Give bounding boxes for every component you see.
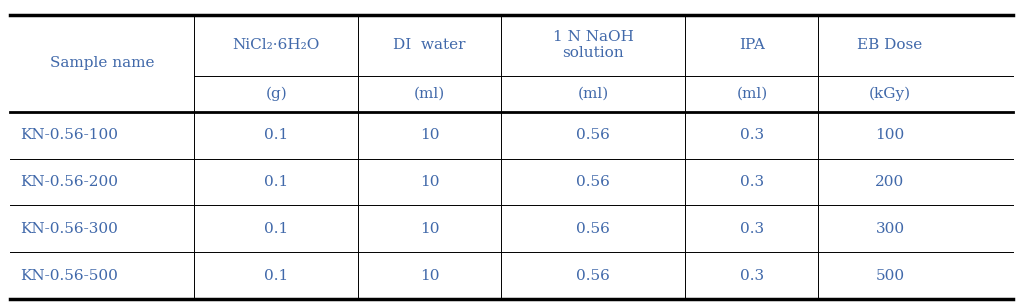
Text: 0.56: 0.56	[576, 222, 611, 236]
Text: 500: 500	[876, 268, 904, 283]
Text: 0.3: 0.3	[740, 268, 764, 283]
Text: 0.3: 0.3	[740, 128, 764, 142]
Text: 0.1: 0.1	[264, 222, 288, 236]
Text: IPA: IPA	[739, 38, 765, 52]
Text: 200: 200	[876, 175, 904, 189]
Text: (g): (g)	[265, 86, 287, 101]
Text: KN-0.56-500: KN-0.56-500	[20, 268, 119, 283]
Text: EB Dose: EB Dose	[857, 38, 923, 52]
Text: 0.1: 0.1	[264, 175, 288, 189]
Text: (ml): (ml)	[414, 87, 445, 101]
Text: (ml): (ml)	[578, 87, 609, 101]
Text: 0.1: 0.1	[264, 268, 288, 283]
Text: 10: 10	[419, 128, 440, 142]
Text: 300: 300	[876, 222, 904, 236]
Text: 0.56: 0.56	[576, 268, 611, 283]
Text: 0.3: 0.3	[740, 175, 764, 189]
Text: 10: 10	[419, 175, 440, 189]
Text: 0.56: 0.56	[576, 128, 611, 142]
Text: NiCl₂·6H₂O: NiCl₂·6H₂O	[232, 38, 320, 52]
Text: 1 N NaOH
solution: 1 N NaOH solution	[552, 30, 634, 60]
Text: 10: 10	[419, 268, 440, 283]
Text: DI  water: DI water	[394, 38, 465, 52]
Text: (kGy): (kGy)	[869, 86, 911, 101]
Text: Sample name: Sample name	[50, 56, 154, 70]
Text: 100: 100	[876, 128, 904, 142]
Text: (ml): (ml)	[737, 87, 767, 101]
Text: 0.3: 0.3	[740, 222, 764, 236]
Text: KN-0.56-300: KN-0.56-300	[20, 222, 119, 236]
Text: KN-0.56-200: KN-0.56-200	[20, 175, 119, 189]
Text: 10: 10	[419, 222, 440, 236]
Text: 0.1: 0.1	[264, 128, 288, 142]
Text: KN-0.56-100: KN-0.56-100	[20, 128, 119, 142]
Text: 0.56: 0.56	[576, 175, 611, 189]
